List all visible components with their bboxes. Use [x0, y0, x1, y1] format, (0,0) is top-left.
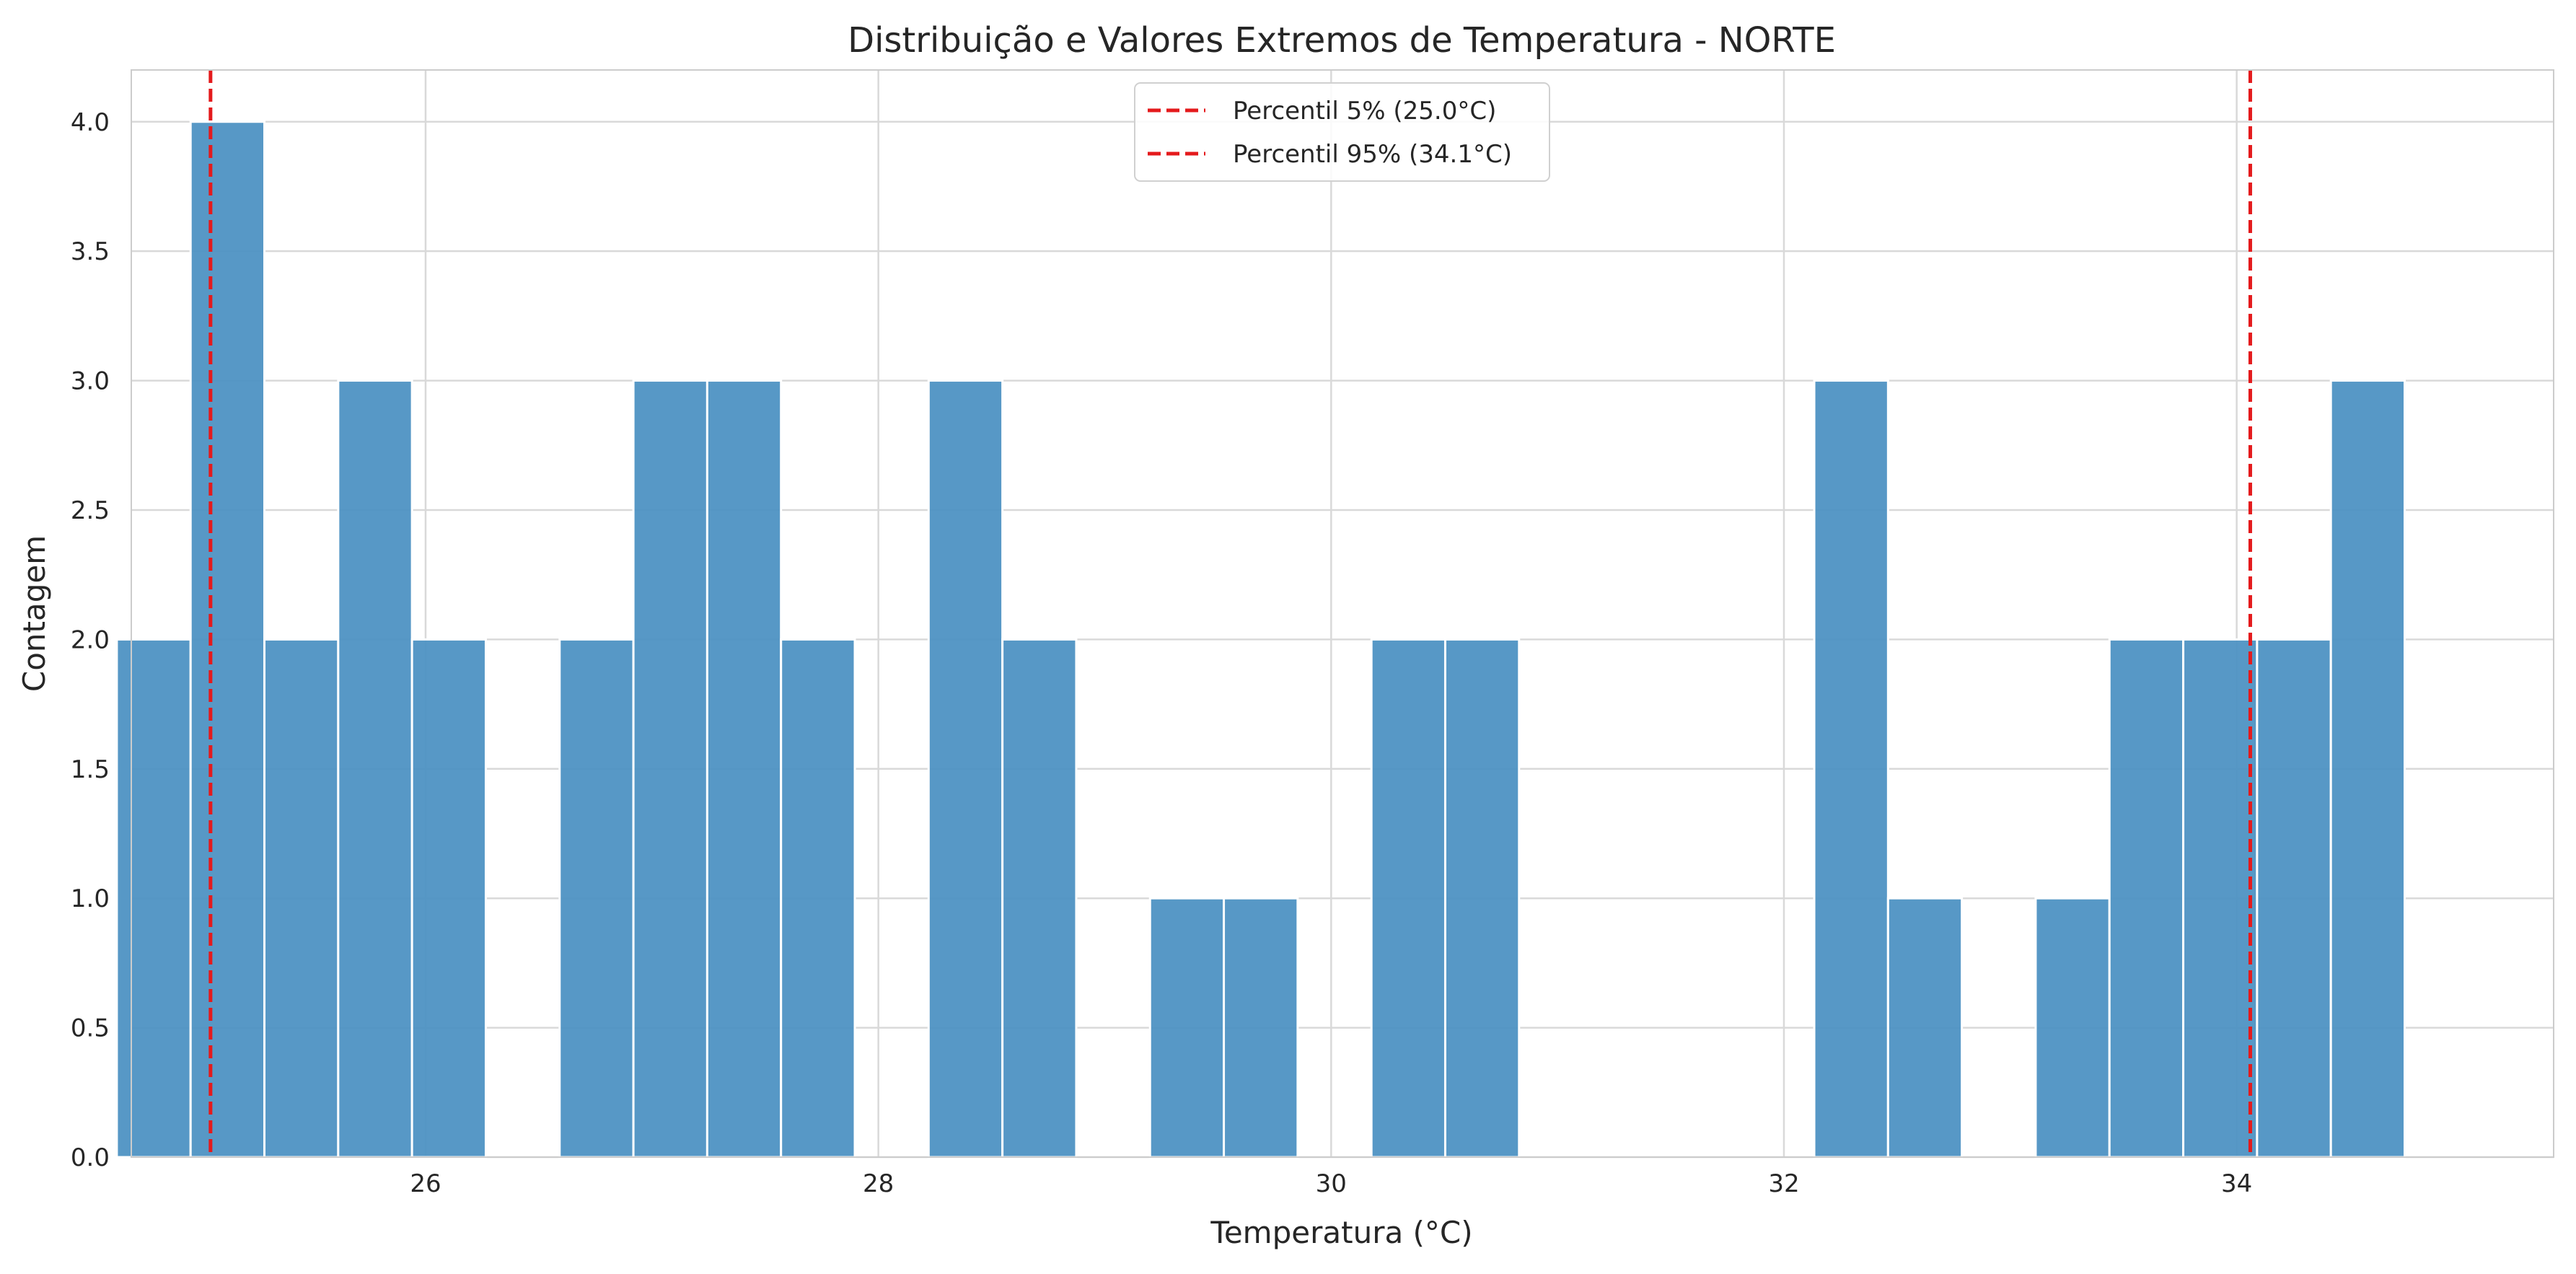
- y-tick-label: 1.0: [71, 884, 110, 913]
- histogram-bar: [1813, 379, 1889, 1159]
- plot-frame: [131, 69, 2554, 1158]
- histogram-bar: [410, 638, 487, 1159]
- y-axis-ticks: 0.0 0.5 1.0 1.5 2.0 2.5 3.0 3.5 4.0: [71, 108, 110, 1172]
- histogram-bar: [1443, 638, 1521, 1159]
- histogram-bar: [705, 379, 783, 1159]
- histogram-bar: [558, 638, 635, 1159]
- histogram-bar: [780, 638, 856, 1159]
- histogram-bar: [927, 379, 1004, 1159]
- histogram-bar: [263, 638, 340, 1159]
- histogram-bar: [632, 379, 708, 1159]
- y-tick-label: 3.5: [71, 237, 110, 266]
- legend: Percentil 5% (25.0°C) Percentil 95% (34.1…: [1134, 82, 1550, 182]
- reference-lines: [208, 70, 2252, 1157]
- histogram-bar: [2034, 897, 2111, 1159]
- y-tick-label: 2.0: [71, 625, 110, 654]
- histogram-bar: [1223, 897, 1299, 1159]
- histogram-bar: [1148, 897, 1226, 1159]
- legend-label: Percentil 95% (34.1°C): [1233, 140, 1512, 169]
- x-tick-label: 30: [1316, 1169, 1347, 1198]
- y-tick-label: 0.0: [71, 1143, 110, 1172]
- x-axis-ticks: 26 28 30 32 34: [410, 1169, 2252, 1198]
- y-tick-label: 4.0: [71, 108, 110, 137]
- histogram-bar: [189, 120, 266, 1159]
- histogram-bar: [1886, 897, 1964, 1159]
- x-tick-label: 32: [1768, 1169, 1799, 1198]
- legend-box: [1134, 82, 1550, 182]
- x-tick-label: 34: [2221, 1169, 2252, 1198]
- histogram-bar: [2108, 638, 2185, 1159]
- histogram-bar: [1001, 638, 1078, 1159]
- histogram-bar: [337, 379, 413, 1159]
- x-axis-label: Temperatura (°C): [1210, 1215, 1472, 1250]
- y-tick-label: 3.0: [71, 367, 110, 396]
- x-tick-label: 26: [410, 1169, 441, 1198]
- histogram-bar: [2182, 638, 2259, 1159]
- chart-title: Distribuição e Valores Extremos de Tempe…: [848, 20, 1836, 61]
- y-tick-label: 2.5: [71, 496, 110, 525]
- y-tick-label: 1.5: [71, 755, 110, 784]
- x-tick-label: 28: [863, 1169, 894, 1198]
- y-tick-label: 0.5: [71, 1014, 110, 1043]
- legend-label: Percentil 5% (25.0°C): [1233, 97, 1496, 126]
- histogram-bar: [2256, 638, 2332, 1159]
- histogram-bar: [2329, 379, 2406, 1159]
- y-axis-label: Contagem: [17, 535, 52, 692]
- histogram-bar: [115, 638, 192, 1159]
- histogram-bar: [1370, 638, 1446, 1159]
- bars: [115, 120, 2406, 1159]
